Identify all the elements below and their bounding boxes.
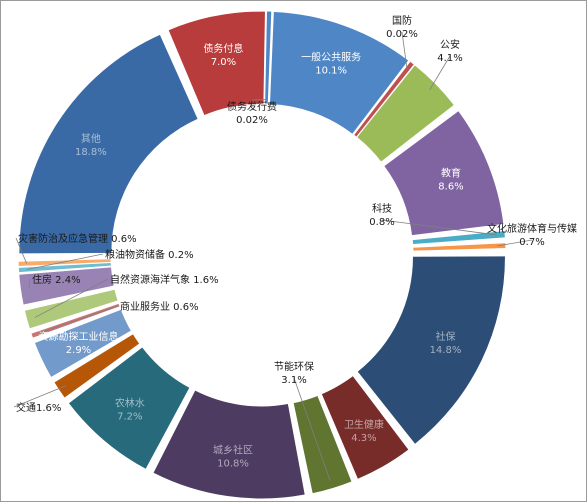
slice-label-value-18: 18.8% xyxy=(75,147,107,158)
slice-label-value-20: 0.02% xyxy=(236,115,268,126)
slice-label-name-19: 债务付息 xyxy=(203,42,243,55)
slice-label-name-6: 社保 xyxy=(435,330,455,343)
slice-0 xyxy=(269,12,409,134)
leader-line-16 xyxy=(26,253,104,270)
leader-line-5 xyxy=(497,239,533,247)
slice-label-value-8: 3.1% xyxy=(281,375,306,386)
slice-label-name-3: 教育 xyxy=(441,167,461,180)
slice-label-13: 商业服务业 0.6% xyxy=(120,300,199,313)
slice-label-name-20: 债务发行费 xyxy=(227,100,277,113)
slice-5 xyxy=(413,243,506,251)
slice-3 xyxy=(384,111,504,236)
slice-label-name-2: 公安 xyxy=(440,38,460,51)
slice-label-name-5: 文化旅游体育与传媒 xyxy=(487,222,577,235)
slice-10 xyxy=(68,347,190,469)
slice-label-value-3: 8.6% xyxy=(438,182,463,193)
slice-label-value-12: 2.9% xyxy=(66,345,91,356)
slice-label-15: 住房 2.4% xyxy=(32,273,81,286)
leader-line-14 xyxy=(34,278,109,318)
slice-17 xyxy=(18,259,111,267)
slice-14 xyxy=(24,289,118,329)
slice-19 xyxy=(168,11,265,116)
slice-8 xyxy=(293,395,352,494)
slice-label-name-1: 国防 xyxy=(392,14,412,27)
slice-label-value-5: 0.7% xyxy=(519,237,544,248)
leader-line-13 xyxy=(39,305,119,334)
slice-label-value-4: 0.8% xyxy=(369,217,394,228)
slice-label-value-9: 10.8% xyxy=(217,458,249,469)
slice-label-name-9: 城乡社区 xyxy=(213,443,253,456)
slice-label-name-12: 资源勘探工业信息 xyxy=(38,330,118,343)
slice-label-name-18: 其他 xyxy=(81,132,101,145)
leader-line-4 xyxy=(381,219,497,236)
leader-line-11 xyxy=(13,385,67,408)
slice-label-name-4: 科技 xyxy=(372,202,392,215)
slice-label-11: 交通1.6% xyxy=(16,401,61,414)
slice-15 xyxy=(19,267,114,305)
leader-line-15 xyxy=(28,278,31,289)
slice-label-value-6: 14.8% xyxy=(430,345,462,356)
slice-label-value-10: 7.2% xyxy=(117,412,142,423)
labels-layer: 一般公共服务 10.1% 国防 0.02% 公安 4.1% 教育 8.6% 科技 0.8% 文化旅游… xyxy=(16,14,577,469)
slices-layer xyxy=(18,11,506,499)
slice-label-name-7: 卫生健康 xyxy=(344,418,384,431)
slice-18 xyxy=(19,34,198,254)
slice-label-16: 粮油物资储备 0.2% xyxy=(105,248,194,261)
slice-16 xyxy=(18,263,111,273)
slice-label-name-10: 农林水 xyxy=(115,397,145,410)
slice-label-name-0: 一般公共服务 xyxy=(301,51,361,64)
slice-20 xyxy=(265,11,272,104)
slice-label-value-7: 4.3% xyxy=(351,433,376,444)
slice-label-value-2: 4.1% xyxy=(437,53,462,64)
slice-12 xyxy=(34,309,131,377)
slice-4 xyxy=(412,231,505,244)
leader-lines-layer xyxy=(13,31,533,481)
leader-line-17 xyxy=(15,237,28,264)
slice-label-17: 灾害防治及应急管理 0.6% xyxy=(18,232,137,245)
leader-line-1 xyxy=(401,31,408,70)
slice-label-14: 自然资源海洋气象 1.6% xyxy=(110,273,219,286)
leader-line-2 xyxy=(429,55,451,90)
slice-6 xyxy=(357,256,505,444)
slice-label-value-19: 7.0% xyxy=(211,57,236,68)
slice-label-value-1: 0.02% xyxy=(386,29,418,40)
slice-11 xyxy=(54,334,140,398)
slice-7 xyxy=(321,376,409,479)
leader-line-8 xyxy=(293,377,331,481)
slice-label-name-8: 节能环保 xyxy=(274,360,314,373)
slice-9 xyxy=(153,390,305,499)
slice-label-value-0: 10.1% xyxy=(315,66,347,77)
slice-1 xyxy=(354,61,414,137)
